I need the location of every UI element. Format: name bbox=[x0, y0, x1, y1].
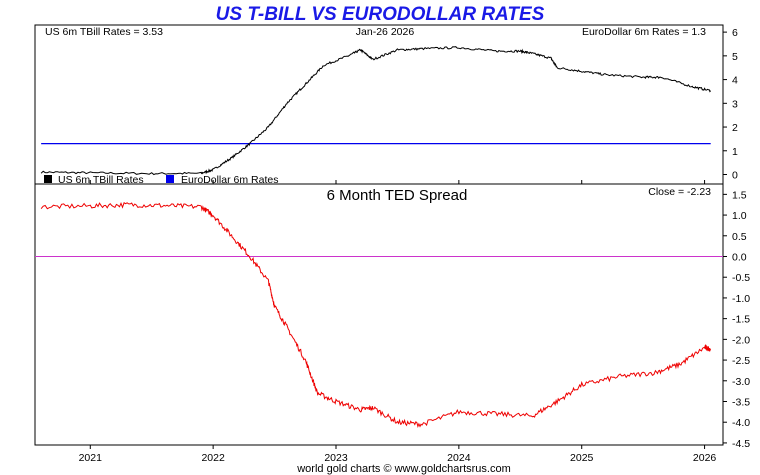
x-tick-label: 2024 bbox=[447, 452, 471, 464]
footer-credit: world gold charts © www.goldchartsrus.co… bbox=[296, 463, 511, 475]
tbill-line bbox=[40, 46, 712, 176]
bottom-y-tick-label: -4.5 bbox=[732, 438, 750, 450]
top-y-tick-label: 2 bbox=[732, 122, 738, 134]
chart-title: US T-BILL VS EURODOLLAR RATES bbox=[216, 4, 545, 25]
x-tick-label: 2023 bbox=[324, 452, 348, 464]
legend-tbill-label: US 6m TBill Rates bbox=[58, 174, 144, 186]
date-header: Jan-26 2026 bbox=[356, 26, 415, 38]
bottom-y-tick-label: -3.5 bbox=[732, 397, 750, 409]
legend-eurodollar-label: EuroDollar 6m Rates bbox=[181, 174, 278, 186]
x-tick-label: 2021 bbox=[79, 452, 103, 464]
x-tick-label: 2026 bbox=[693, 452, 717, 464]
ted-close-label: Close = -2.23 bbox=[648, 186, 711, 198]
bottom-y-tick-label: -4.0 bbox=[732, 417, 750, 429]
ted-title: 6 Month TED Spread bbox=[327, 187, 468, 204]
bottom-y-tick-label: -2.0 bbox=[732, 334, 750, 346]
bottom-y-tick-label: -1.0 bbox=[732, 293, 750, 305]
bottom-y-tick-label: -0.5 bbox=[732, 272, 750, 284]
x-tick-label: 2022 bbox=[201, 452, 225, 464]
bottom-y-tick-label: 0.5 bbox=[732, 231, 747, 243]
bottom-panel-frame bbox=[34, 183, 724, 446]
top-y-tick-label: 0 bbox=[732, 170, 738, 182]
legend-tbill-swatch bbox=[44, 175, 52, 183]
top-y-tick-label: 3 bbox=[732, 98, 738, 110]
top-y-axis: 0 1 2 3 4 5 6 bbox=[723, 27, 738, 182]
top-y-tick-label: 6 bbox=[732, 27, 738, 39]
ted-spread-line bbox=[40, 201, 712, 428]
x-axis: 2021 2022 2023 2024 2025 2026 bbox=[79, 180, 717, 464]
bottom-y-tick-label: -1.5 bbox=[732, 314, 750, 326]
x-tick-label: 2025 bbox=[570, 452, 594, 464]
legend-eurodollar-swatch bbox=[166, 175, 174, 183]
bottom-y-tick-label: 1.5 bbox=[732, 189, 747, 201]
bottom-y-tick-label: 0.0 bbox=[732, 252, 747, 264]
eurodollar-header: EuroDollar 6m Rates = 1.3 bbox=[582, 26, 706, 38]
bottom-y-tick-label: 1.0 bbox=[732, 210, 747, 222]
bottom-y-tick-label: -3.0 bbox=[732, 376, 750, 388]
top-y-tick-label: 4 bbox=[732, 75, 738, 87]
bottom-y-axis: 1.5 1.0 0.5 0.0 -0.5 -1.0 -1.5 -2.0 -2.5 -3.0 -3.5… bbox=[723, 189, 750, 450]
top-y-tick-label: 1 bbox=[732, 146, 738, 158]
top-panel-frame bbox=[34, 24, 724, 185]
tbill-header: US 6m TBill Rates = 3.53 bbox=[45, 26, 163, 38]
top-y-tick-label: 5 bbox=[732, 51, 738, 63]
bottom-y-tick-label: -2.5 bbox=[732, 355, 750, 367]
